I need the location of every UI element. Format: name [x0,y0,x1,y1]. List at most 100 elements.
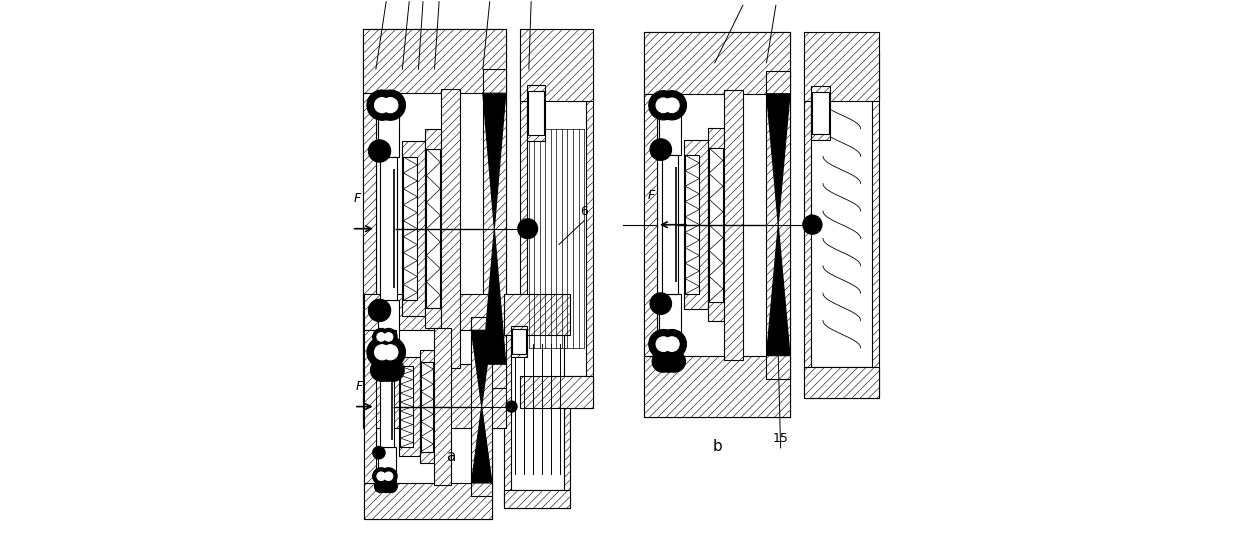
Bar [471,317,492,496]
Bar [505,294,570,335]
Text: a: a [446,449,455,464]
Circle shape [376,359,398,381]
Bar [511,326,527,357]
Circle shape [650,139,672,160]
Circle shape [368,140,391,162]
Circle shape [802,215,822,234]
Bar [811,86,830,140]
Text: 15: 15 [773,432,789,446]
Circle shape [374,345,389,360]
Circle shape [373,468,389,485]
Bar [425,129,441,328]
Bar [527,81,587,376]
Bar [520,49,593,408]
Circle shape [657,90,687,120]
Bar [660,94,681,155]
Polygon shape [766,225,790,356]
Bar [441,89,460,368]
Bar [378,93,399,157]
Bar [812,92,828,134]
Bar [401,366,413,447]
Circle shape [518,219,538,239]
Bar [708,128,724,321]
Polygon shape [482,228,506,364]
Bar [363,93,376,364]
Bar [378,330,397,366]
Bar [766,71,790,379]
Circle shape [374,97,389,113]
Circle shape [384,480,397,493]
Bar [644,32,790,94]
Bar [427,149,440,308]
Bar [482,69,506,388]
Circle shape [368,299,391,322]
Circle shape [372,446,386,459]
Bar [420,362,433,452]
Circle shape [383,97,398,113]
Bar [811,82,873,367]
Circle shape [663,350,686,372]
Circle shape [372,356,386,369]
Circle shape [379,480,392,493]
Text: 14: 14 [768,0,784,3]
Circle shape [376,90,405,120]
Bar [399,357,420,456]
Polygon shape [482,93,506,228]
Circle shape [377,333,386,341]
Text: 6: 6 [580,205,588,218]
Bar [686,155,699,294]
Bar [363,29,506,428]
Circle shape [377,472,386,480]
Circle shape [665,337,680,351]
Bar [505,490,570,508]
Bar [660,294,681,356]
Circle shape [376,337,405,368]
Bar [805,51,879,398]
Circle shape [367,90,397,120]
Text: c: c [438,532,446,535]
Circle shape [652,350,673,372]
Bar [512,329,526,354]
Bar [657,71,776,379]
Circle shape [649,90,678,120]
Circle shape [658,350,680,372]
Bar [724,90,743,360]
Bar [381,157,397,301]
Bar [363,364,506,428]
Circle shape [384,333,393,341]
Polygon shape [766,94,790,225]
Bar [420,350,434,463]
Circle shape [384,472,393,480]
Bar [505,305,570,508]
Polygon shape [471,330,492,407]
Bar [527,85,544,141]
Bar [644,94,657,356]
Bar [365,294,492,519]
Bar [379,366,394,447]
Circle shape [367,337,397,368]
Bar [376,317,480,496]
Bar [520,376,593,408]
Bar [805,32,879,102]
Text: 13: 13 [735,0,750,3]
Circle shape [656,98,671,112]
Bar [434,328,451,485]
Circle shape [649,330,678,359]
Polygon shape [471,407,492,483]
Circle shape [650,293,672,315]
Bar [684,140,708,309]
Circle shape [371,359,393,381]
Circle shape [382,359,404,381]
Bar [402,141,425,316]
Bar [365,294,492,330]
Text: $F$: $F$ [646,189,656,202]
Circle shape [506,401,517,412]
Bar [805,367,879,398]
Bar [363,29,506,93]
Bar [376,69,492,388]
Bar [403,157,418,301]
Bar [365,483,492,519]
Bar [528,91,544,135]
Bar [378,447,397,483]
Circle shape [373,328,389,346]
